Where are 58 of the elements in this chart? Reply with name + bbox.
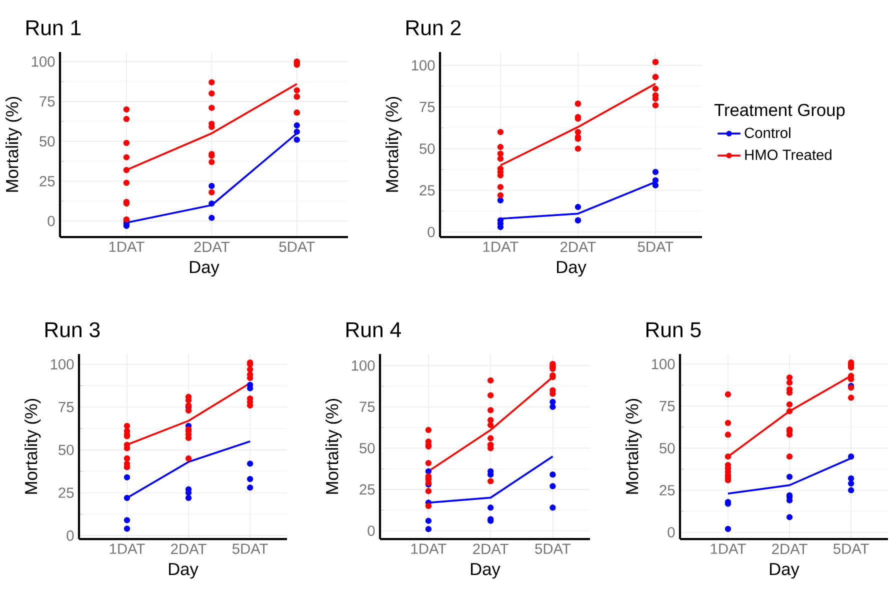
x-axis-title: Day [471,563,500,579]
x-tick-label: 1DAT [483,242,518,252]
legend-title: Treatment Group [714,104,845,120]
x-tick-label: 5DAT [232,544,268,554]
y-tick-label: 75 [58,402,74,412]
x-axis-title: Day [770,563,800,579]
chart-title: Run 4 [346,322,401,338]
x-tick-label: 1DAT [109,242,144,252]
y-tick-label: 0 [66,530,74,541]
y-tick-label: 100 [652,358,675,370]
x-axis-title: Day [557,261,586,277]
x-tick-label: 5DAT [535,544,571,554]
y-tick-label: 75 [660,401,675,412]
y-axis-title: Mortality (%) [6,96,22,192]
y-axis-title: Mortality (%) [326,398,342,494]
y-tick-label: 75 [40,96,55,107]
y-tick-label: 25 [40,176,55,186]
x-tick-label: 5DAT [279,242,315,252]
y-tick-label: 50 [660,443,675,454]
x-tick-label: 1DAT [110,544,145,554]
x-tick-label: 1DAT [710,544,746,554]
x-tick-label: 5DAT [638,242,674,252]
x-axis-title: Day [190,261,220,277]
y-tick-label: 25 [360,484,375,495]
x-tick-label: 2DAT [772,544,808,554]
y-tick-label: 75 [420,102,435,112]
y-tick-label: 100 [352,360,375,371]
legend-label: HMO Treated [745,149,832,160]
y-tick-label: 25 [420,185,435,196]
x-axis-title: Day [169,563,198,579]
x-tick-label: 2DAT [473,544,508,554]
y-axis-title: Mortality (%) [626,398,642,494]
y-tick-label: 25 [660,485,675,496]
y-tick-label: 0 [668,527,675,538]
x-tick-label: 5DAT [833,544,869,554]
y-tick-label: 100 [50,359,74,370]
y-tick-label: 100 [32,56,55,67]
x-tick-label: 2DAT [560,242,596,252]
chart-title: Run 5 [646,322,701,338]
y-tick-label: 0 [368,526,375,536]
x-tick-label: 1DAT [411,544,446,554]
y-tick-label: 50 [420,143,435,154]
y-tick-label: 100 [412,60,435,71]
chart-title: Run 3 [45,322,100,338]
y-tick-label: 0 [428,226,435,238]
y-tick-label: 50 [40,136,55,147]
x-tick-label: 2DAT [194,242,230,252]
y-tick-label: 50 [360,442,375,454]
y-tick-label: 0 [48,216,55,226]
y-tick-label: 50 [58,444,74,456]
chart-title: Run 2 [406,20,461,36]
legend-label: Control [744,127,790,138]
y-axis-title: Mortality (%) [24,398,41,494]
chart-title: Run 1 [26,20,81,36]
y-tick-label: 25 [58,488,74,498]
y-axis-title: Mortality (%) [386,96,402,192]
y-tick-label: 75 [360,402,375,412]
x-tick-label: 2DAT [171,544,206,554]
